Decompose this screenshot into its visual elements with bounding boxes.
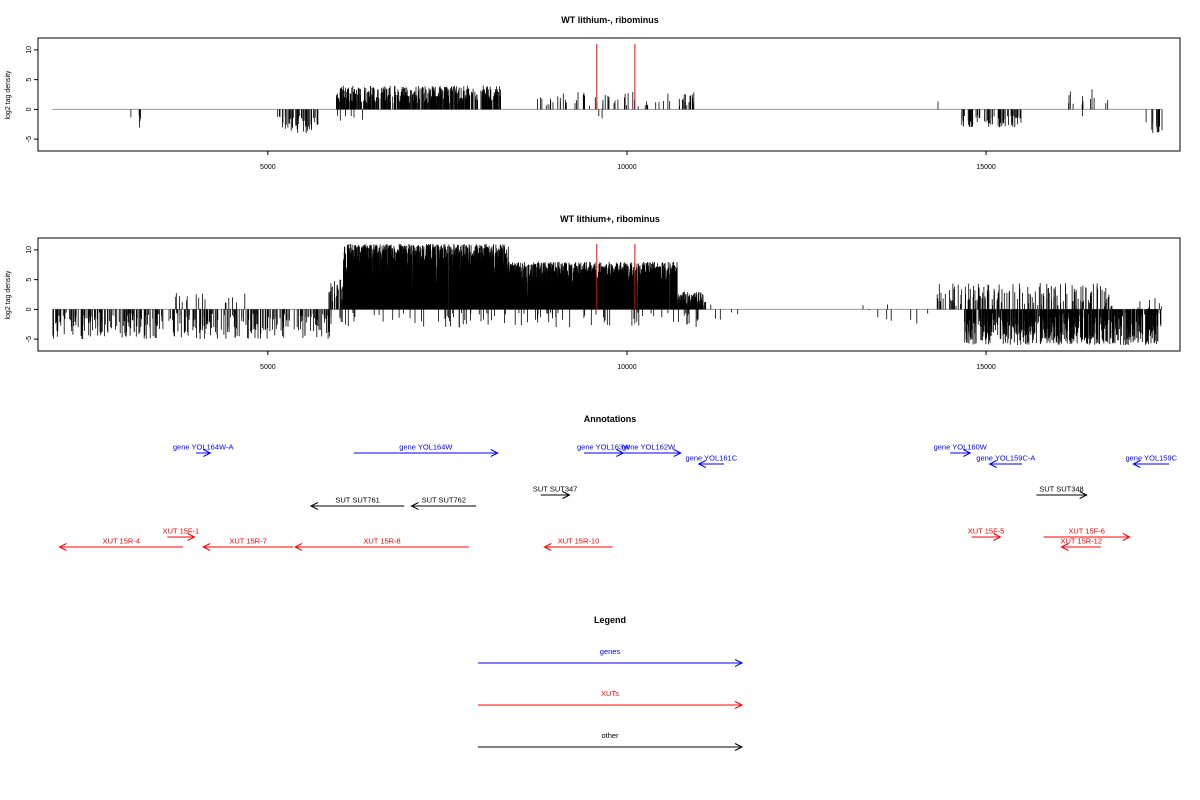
track-panel-lithium-minus: WT lithium-, ribominus log2 tag density … [5, 15, 1181, 171]
density-bars [52, 244, 1163, 345]
y-tick-label: 10 [26, 246, 33, 254]
panel-title: WT lithium+, ribominus [560, 214, 660, 224]
red-markers [596, 43, 636, 110]
y-tick-label: 5 [26, 278, 33, 282]
y-tick-label: 0 [26, 307, 33, 311]
axis-ticks: -5 0 5 10 5000 10000 15000 [26, 246, 996, 371]
y-tick-label: 0 [26, 107, 33, 111]
y-tick-label: -5 [26, 136, 33, 142]
x-tick-label: 10000 [617, 164, 637, 171]
panel-title: WT lithium-, ribominus [561, 15, 659, 25]
x-tick-label: 15000 [976, 164, 996, 171]
x-tick-label: 15000 [976, 364, 996, 371]
plot-frame [37, 37, 1181, 152]
y-tick-label: 10 [26, 46, 33, 54]
density-bars [52, 85, 1163, 134]
plot-frame [37, 237, 1181, 352]
x-tick-label: 5000 [260, 364, 276, 371]
y-tick-label: 5 [26, 78, 33, 82]
y-axis-label: log2 tag density [5, 270, 12, 320]
track-panel-lithium-plus: WT lithium+, ribominus log2 tag density … [5, 214, 1181, 371]
axis-ticks: -5 0 5 10 5000 10000 15000 [26, 46, 996, 171]
y-tick-label: -5 [26, 336, 33, 342]
x-tick-label: 5000 [260, 164, 276, 171]
x-tick-label: 10000 [617, 364, 637, 371]
y-axis-label: log2 tag density [5, 70, 12, 120]
